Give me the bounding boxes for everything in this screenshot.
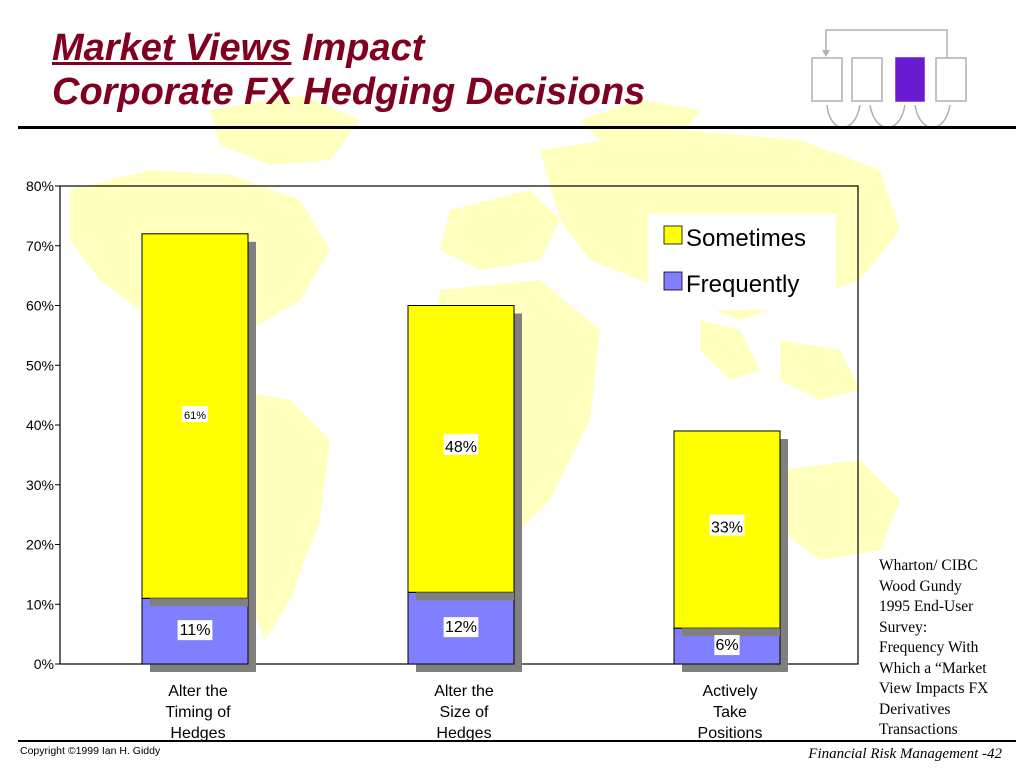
nav-loop-arrow <box>825 29 948 58</box>
label-bg <box>443 617 479 638</box>
note-line: View Impacts FX <box>879 680 989 697</box>
x-category-label: Hedges <box>436 725 491 742</box>
x-category-label: Size of <box>440 704 489 721</box>
data-label-frequently: 11% <box>180 622 211 639</box>
footer-rule <box>18 740 1016 742</box>
survey-note: Wharton/ CIBC Wood Gundy 1995 End-User S… <box>879 556 1019 741</box>
label-bg <box>709 514 745 536</box>
y-tick-label: 20% <box>26 537 54 553</box>
note-line: 1995 End-User <box>879 598 974 615</box>
data-label-sometimes: 48% <box>445 439 477 456</box>
slide-title: Market Views Impact Corporate FX Hedging… <box>52 26 645 114</box>
x-category-label: Positions <box>698 725 763 742</box>
course-page-label: Financial Risk Management -42 <box>808 746 1002 762</box>
nav-box-3[interactable] <box>895 57 925 102</box>
y-tick-label: 80% <box>26 178 54 194</box>
x-category-label: Alter the <box>168 683 228 700</box>
data-label-frequently: 12% <box>445 619 477 636</box>
note-line: Frequency With <box>879 639 979 656</box>
y-tick-label: 40% <box>26 417 54 433</box>
bar-floor-shade <box>682 628 780 637</box>
copyright: Copyright ©1999 Ian H. Giddy <box>20 745 161 757</box>
x-category-label: Hedges <box>170 725 225 742</box>
title-line2: Corporate FX Hedging Decisions <box>52 71 646 113</box>
note-line: Transactions <box>879 721 958 738</box>
note-line: Which a “Market <box>879 659 987 677</box>
data-label-sometimes: 33% <box>711 520 743 537</box>
title-underlined: Market Views <box>52 27 292 69</box>
legend-label: Sometimes <box>686 225 806 252</box>
x-category-label: Actively <box>702 683 757 700</box>
x-category-label: Take <box>713 704 747 721</box>
y-tick-label: 30% <box>26 477 54 493</box>
y-tick-label: 10% <box>26 596 54 612</box>
y-tick-label: 50% <box>26 357 54 373</box>
label-bg <box>443 433 479 455</box>
nav-box-1[interactable] <box>811 57 843 102</box>
label-bg <box>182 406 208 423</box>
note-line: Wharton/ CIBC <box>879 557 978 574</box>
note-line: Derivatives <box>879 700 951 718</box>
data-label-sometimes: 61% <box>184 410 206 422</box>
label-bg <box>714 635 740 656</box>
note-line: Survey: <box>879 618 928 636</box>
note-line: Wood Gundy <box>879 577 962 595</box>
bar-floor-shade <box>416 592 514 601</box>
x-category-label: Timing of <box>165 704 231 721</box>
title-rule <box>18 126 1016 129</box>
y-tick-label: 0% <box>34 656 54 672</box>
y-tick-label: 70% <box>26 238 54 254</box>
legend-label: Frequently <box>686 271 799 298</box>
legend-swatch <box>663 225 683 245</box>
bar-floor-shade <box>150 598 248 607</box>
nav-box-4[interactable] <box>935 57 967 102</box>
nav-box-2[interactable] <box>851 57 883 102</box>
label-bg <box>177 620 213 641</box>
title-line1-rest: Impact <box>301 27 425 69</box>
legend-swatch <box>663 271 683 291</box>
data-label-frequently: 6% <box>715 637 738 654</box>
y-tick-label: 60% <box>26 298 54 314</box>
x-category-label: Alter the <box>434 683 494 700</box>
